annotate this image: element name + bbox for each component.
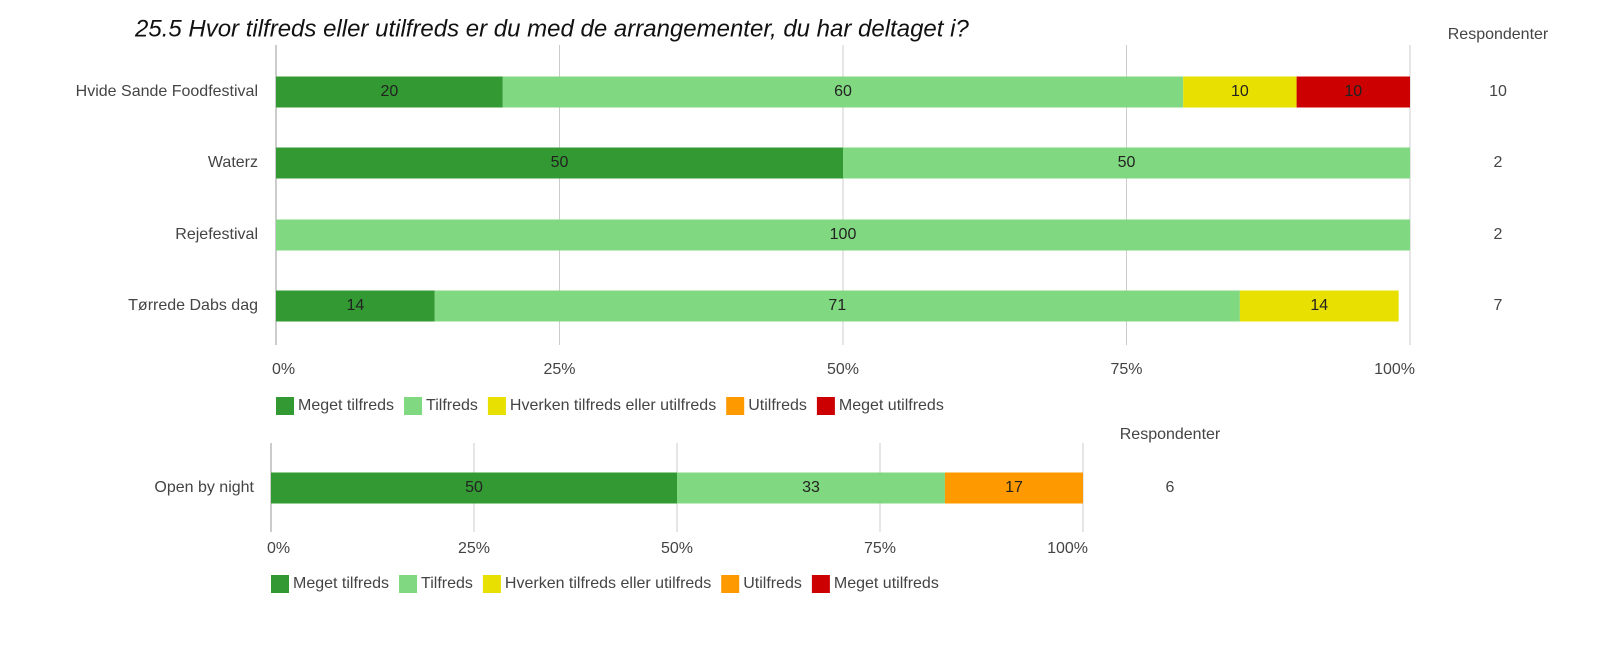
category-label: Hvide Sande Foodfestival bbox=[76, 83, 258, 100]
value-label: 50 bbox=[1118, 154, 1136, 171]
bar-segment bbox=[1296, 76, 1410, 108]
category-label: Rejefestival bbox=[175, 226, 258, 243]
respondents-value: 2 bbox=[1494, 226, 1503, 243]
value-label: 17 bbox=[1005, 479, 1023, 496]
legend-label: Hverken tilfreds eller utilfreds bbox=[510, 397, 716, 414]
x-tick-label: 0% bbox=[272, 361, 295, 378]
bar-segment bbox=[276, 290, 435, 322]
legend-label: Meget utilfreds bbox=[834, 575, 939, 592]
value-label: 50 bbox=[551, 154, 569, 171]
bar-segment bbox=[677, 472, 945, 504]
legend-swatch bbox=[487, 397, 506, 415]
legend-label: Meget utilfreds bbox=[839, 397, 944, 414]
legend-swatch bbox=[399, 575, 418, 593]
legend-swatch bbox=[816, 397, 835, 415]
legend-label: Utilfreds bbox=[743, 575, 802, 592]
legend-swatch bbox=[726, 397, 745, 415]
bar-segment bbox=[1183, 76, 1297, 108]
respondents-value: 2 bbox=[1494, 154, 1503, 171]
x-tick-label: 100% bbox=[1047, 540, 1088, 557]
legend-swatch bbox=[482, 575, 501, 593]
bar-segment bbox=[271, 472, 677, 504]
legend-swatch bbox=[404, 397, 423, 415]
x-tick-label: 50% bbox=[661, 540, 693, 557]
legend-label: Tilfreds bbox=[426, 397, 478, 414]
bar-segment bbox=[502, 76, 1184, 108]
respondents-value: 7 bbox=[1494, 297, 1503, 314]
value-label: 60 bbox=[834, 83, 852, 100]
bar-segment bbox=[944, 472, 1083, 504]
value-label: 100 bbox=[830, 226, 857, 243]
bar-segment bbox=[276, 219, 1410, 251]
legend-label: Tilfreds bbox=[421, 575, 473, 592]
legend-label: Meget tilfreds bbox=[298, 397, 394, 414]
value-label: 14 bbox=[1310, 297, 1328, 314]
bar-segment bbox=[843, 147, 1410, 179]
bar-segment bbox=[276, 76, 503, 108]
x-tick-label: 0% bbox=[267, 540, 290, 557]
value-label: 10 bbox=[1231, 83, 1249, 100]
respondents-header: Respondenter bbox=[1120, 426, 1221, 443]
x-tick-label: 25% bbox=[458, 540, 490, 557]
x-tick-label: 25% bbox=[543, 361, 575, 378]
legend-swatch bbox=[271, 575, 289, 593]
bar-segment bbox=[276, 147, 843, 179]
value-label: 71 bbox=[828, 297, 846, 314]
legend-label: Meget tilfreds bbox=[293, 575, 389, 592]
legend-swatch bbox=[276, 397, 294, 415]
bar-segment bbox=[1239, 290, 1399, 322]
legend-label: Hverken tilfreds eller utilfreds bbox=[505, 575, 711, 592]
respondents-value: 6 bbox=[1166, 479, 1175, 496]
value-label: 20 bbox=[381, 83, 399, 100]
chart-title: 25.5 Hvor tilfreds eller utilfreds er du… bbox=[134, 15, 969, 42]
category-label: Waterz bbox=[208, 154, 258, 171]
bar-segment bbox=[434, 290, 1240, 322]
legend-swatch bbox=[811, 575, 830, 593]
category-label: Open by night bbox=[154, 479, 254, 496]
value-label: 10 bbox=[1344, 83, 1362, 100]
respondents-value: 10 bbox=[1489, 83, 1507, 100]
x-tick-label: 75% bbox=[1110, 361, 1142, 378]
legend-label: Utilfreds bbox=[748, 397, 807, 414]
x-tick-label: 50% bbox=[827, 361, 859, 378]
value-label: 33 bbox=[802, 479, 820, 496]
category-label: Tørrede Dabs dag bbox=[128, 297, 258, 314]
respondents-header: Respondenter bbox=[1448, 26, 1549, 43]
x-tick-label: 100% bbox=[1374, 361, 1415, 378]
x-tick-label: 75% bbox=[864, 540, 896, 557]
value-label: 50 bbox=[465, 479, 483, 496]
legend-swatch bbox=[721, 575, 740, 593]
value-label: 14 bbox=[346, 297, 364, 314]
